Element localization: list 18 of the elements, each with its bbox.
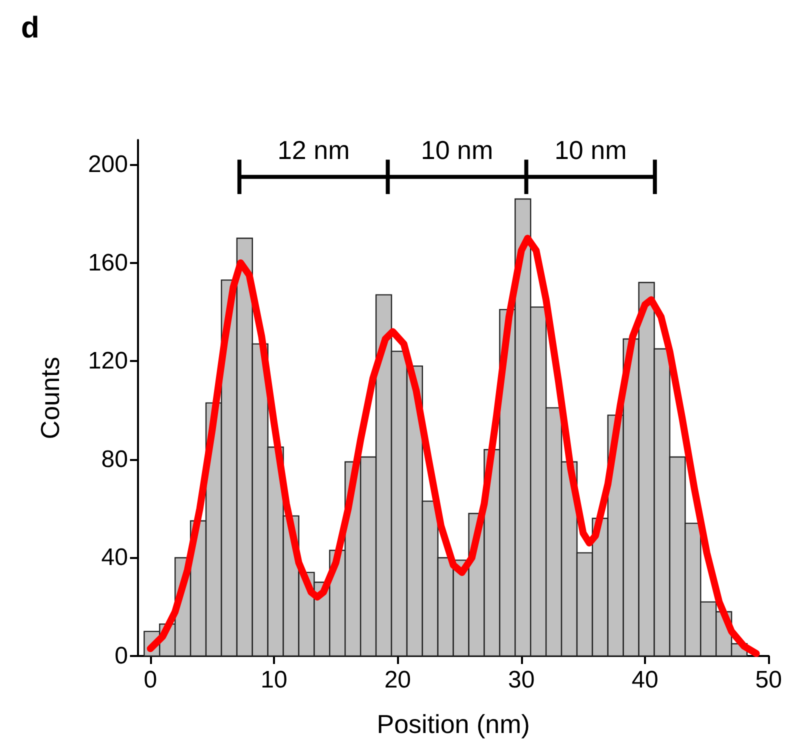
- y-tick-label: 0: [114, 642, 128, 670]
- y-tick-label: 120: [88, 348, 128, 375]
- x-tick-label: 50: [755, 666, 782, 694]
- chart-title: d: [21, 12, 40, 44]
- annotation: 12 nm: [277, 134, 350, 165]
- y-tick-label: 40: [101, 544, 128, 572]
- y-tick-label: 160: [88, 249, 128, 276]
- x-tick-label: 20: [384, 666, 412, 694]
- x-tick-label: 30: [508, 666, 535, 694]
- x-tick-label: 10: [260, 666, 288, 694]
- x-tick-label: 40: [632, 666, 658, 694]
- annotation: 10 nm: [554, 134, 627, 165]
- annotation: 10 nm: [420, 134, 494, 165]
- y-tick-label: 200: [88, 151, 128, 178]
- y-tick-label: 80: [101, 446, 128, 473]
- y-axis-title: Counts: [35, 356, 65, 440]
- x-tick-label: 0: [144, 666, 158, 694]
- x-axis-title: Position (nm): [376, 709, 530, 739]
